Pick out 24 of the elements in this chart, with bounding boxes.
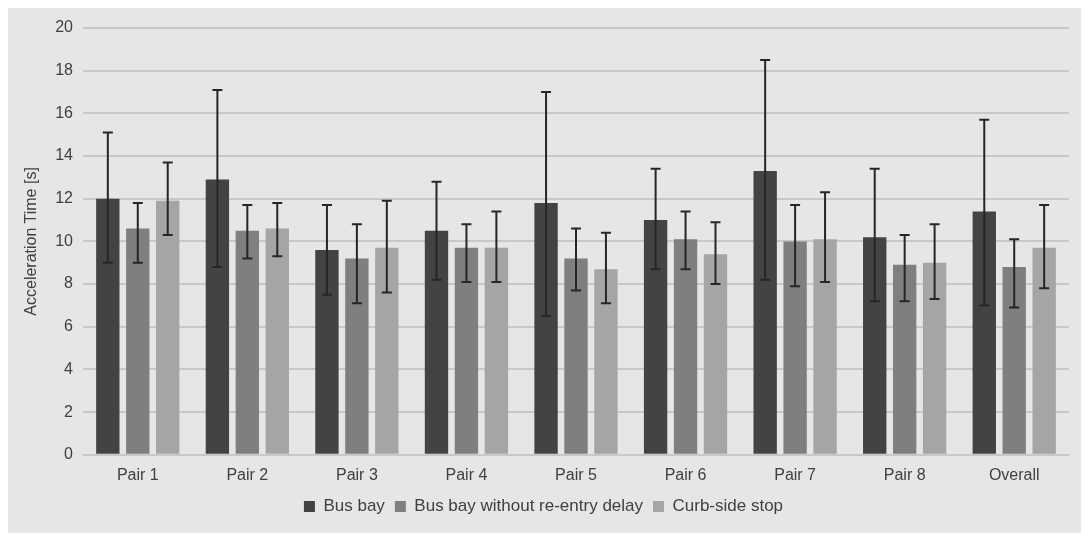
x-tick-label: Pair 6 xyxy=(664,465,707,483)
y-tick-label: 16 xyxy=(55,103,74,121)
y-tick-label: 18 xyxy=(55,61,74,79)
x-tick-label: Pair 8 xyxy=(883,465,926,483)
x-tick-label: Pair 2 xyxy=(226,465,269,483)
y-tick-label: 14 xyxy=(55,146,74,164)
x-tick-label: Pair 1 xyxy=(116,465,159,483)
y-tick-label: 20 xyxy=(55,18,74,36)
x-tick-label: Pair 4 xyxy=(445,465,488,483)
y-tick-label: 2 xyxy=(64,402,74,420)
y-axis-title: Acceleration Time [s] xyxy=(22,167,40,316)
y-tick-label: 10 xyxy=(55,231,74,249)
legend-label: Bus bay xyxy=(323,496,386,516)
legend-label: Curb-side stop xyxy=(672,496,784,516)
y-tick-label: 6 xyxy=(64,317,74,335)
y-tick-label: 8 xyxy=(64,274,74,292)
x-tick-label: Overall xyxy=(988,465,1040,483)
x-tick-label: Pair 5 xyxy=(555,465,597,483)
x-tick-label: Pair 3 xyxy=(335,465,378,483)
x-tick-label: Pair 7 xyxy=(774,465,817,483)
y-tick-label: 0 xyxy=(64,445,74,463)
y-tick-label: 4 xyxy=(64,359,74,377)
y-tick-label: 12 xyxy=(55,189,74,207)
legend-label: Bus bay without re-entry delay xyxy=(414,496,644,516)
